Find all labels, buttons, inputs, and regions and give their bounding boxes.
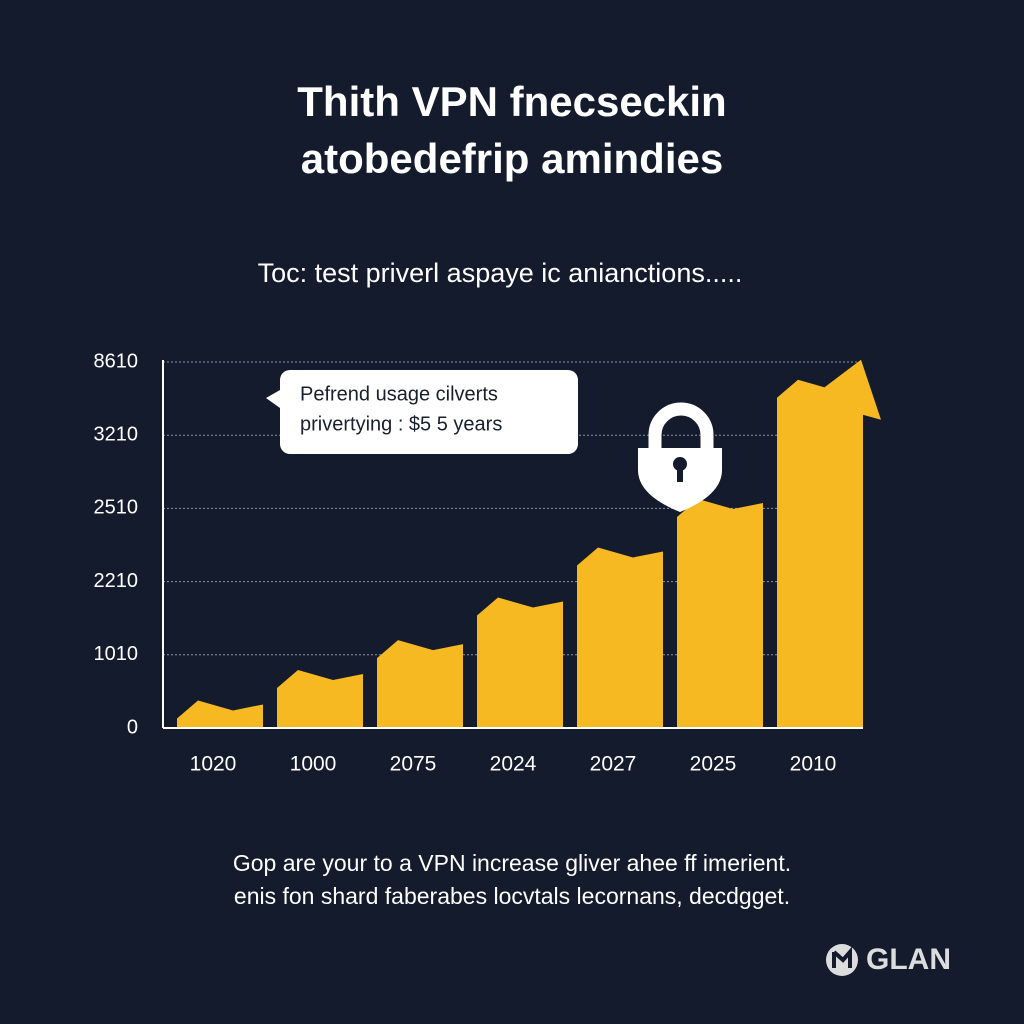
bar (477, 597, 563, 728)
keyhole (677, 466, 683, 482)
callout: Pefrend usage cilverts privertying : $5 … (266, 370, 578, 454)
footer-text: Gop are your to a VPN increase gliver ah… (233, 850, 791, 876)
footer-text: enis fon shard faberabes locvtals lecorn… (234, 883, 790, 909)
callout-text: Pefrend usage cilverts (300, 383, 498, 405)
x-tick-label: 2075 (390, 753, 437, 776)
x-tick-label: 1020 (190, 753, 237, 776)
bar (277, 670, 363, 728)
callout-text: privertying : $5 5 years (300, 413, 502, 435)
title-line: Thith VPN fnecseckin (297, 78, 726, 125)
bar (677, 498, 763, 728)
bar (177, 700, 263, 728)
x-tick-label: 2027 (590, 753, 637, 776)
subtitle: Toc: test priverl aspaye ic anianctiоns.… (258, 258, 743, 288)
bar (777, 379, 863, 728)
logo: GLAN (866, 943, 951, 976)
title-line: atobedefrip amindies (301, 135, 723, 182)
y-tick-label: 0 (127, 716, 138, 738)
x-tick-label: 2010 (790, 753, 837, 776)
callout-box (266, 370, 578, 454)
bar (377, 640, 463, 728)
x-tick-label: 2025 (690, 753, 737, 776)
keyhole (673, 457, 687, 471)
x-tick-label: 2024 (490, 753, 537, 776)
y-tick-label: 8610 (94, 350, 139, 372)
lock-icon (638, 402, 722, 512)
y-tick-label: 3210 (94, 423, 139, 445)
x-tick-label: 1000 (290, 753, 337, 776)
lock-shackle (648, 402, 714, 450)
arrow-head (808, 359, 881, 420)
bar (577, 547, 663, 728)
logo-icon (832, 946, 852, 968)
y-tick-label: 1010 (94, 643, 139, 665)
y-tick-label: 2210 (94, 570, 139, 592)
y-tick-label: 2510 (94, 497, 139, 519)
